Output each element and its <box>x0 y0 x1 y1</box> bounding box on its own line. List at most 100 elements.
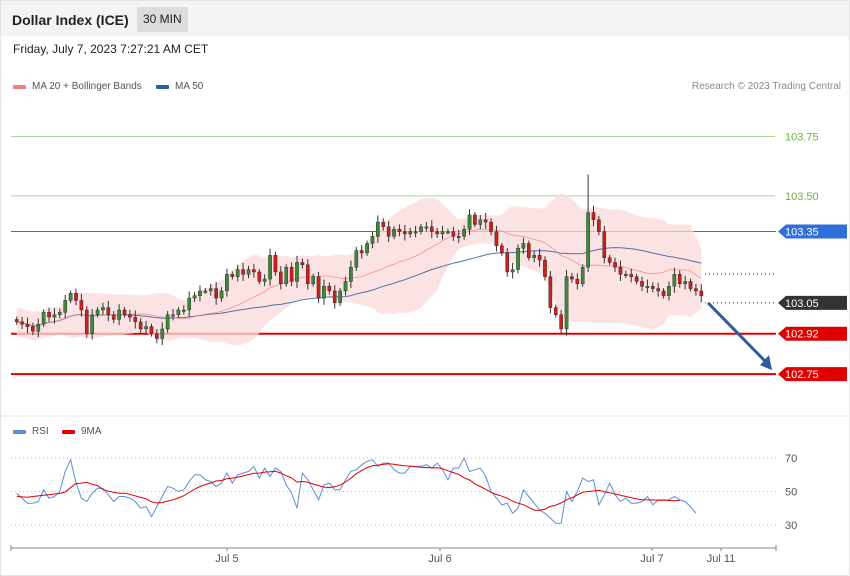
last-price-label: 103.05 <box>785 298 819 310</box>
candle-body <box>694 288 698 292</box>
candle-body <box>133 316 138 323</box>
candle-body <box>349 266 353 282</box>
candle-body <box>252 269 256 273</box>
candle-body <box>456 236 461 239</box>
candle-body <box>386 226 391 237</box>
support-level-label: 102.92 <box>785 329 819 341</box>
candle-body <box>397 228 402 232</box>
timeframe-badge[interactable]: 30 MIN <box>137 7 188 32</box>
candle-body <box>300 262 305 266</box>
candle-body <box>111 314 116 320</box>
candle-body <box>47 312 51 318</box>
candle-body <box>510 269 515 273</box>
ma9-swatch <box>62 429 75 434</box>
candle-body <box>505 252 510 273</box>
rsi-line <box>16 456 697 524</box>
candle-body <box>305 264 310 285</box>
candle-body <box>25 324 30 327</box>
candle-body <box>327 286 332 292</box>
rsi-tick-label: 70 <box>785 453 797 465</box>
candle-body <box>241 269 245 275</box>
candle-body <box>171 314 175 317</box>
rsi-tick-label: 50 <box>785 487 797 499</box>
candle-body <box>543 259 547 277</box>
candle-body <box>494 231 499 247</box>
candle-body <box>516 247 520 270</box>
candle-body <box>36 324 41 332</box>
candle-body <box>84 309 89 334</box>
time-axis-label: Jul 7 <box>640 553 663 565</box>
candle-body <box>429 226 434 232</box>
time-axis-label: Jul 11 <box>707 553 736 565</box>
candle-body <box>537 255 542 261</box>
rsi-swatch <box>13 429 26 434</box>
candle-body <box>149 326 154 334</box>
candle-body <box>219 290 224 299</box>
candle-body <box>52 314 57 318</box>
ma9-legend-label: 9MA <box>81 426 102 437</box>
candle-body <box>478 219 483 225</box>
candle-body <box>526 243 531 258</box>
candle-body <box>316 276 321 299</box>
ma50-swatch <box>156 84 169 89</box>
support-level-label: 102.75 <box>785 369 819 381</box>
candle-body <box>203 290 208 293</box>
candle-body <box>68 293 73 301</box>
candle-body <box>661 290 666 296</box>
candle-body <box>645 286 650 288</box>
time-axis-label: Jul 6 <box>428 553 451 565</box>
support-level-tag <box>778 326 847 341</box>
candle-body <box>117 309 121 320</box>
candle-body <box>79 300 84 311</box>
candle-body <box>548 276 553 308</box>
candle-body <box>424 226 429 229</box>
candle-body <box>155 333 159 339</box>
legend-rsi: RSI <box>13 426 49 437</box>
ma20-swatch <box>13 84 26 89</box>
candle-body <box>370 236 375 244</box>
candle-body <box>575 278 580 285</box>
candle-body <box>564 276 569 330</box>
candle-body <box>63 300 68 313</box>
candle-body <box>295 262 299 282</box>
candle-body <box>284 266 289 285</box>
candle-body <box>489 221 493 232</box>
forecast-arrow-head <box>760 355 772 371</box>
candle-body <box>95 309 100 315</box>
candle-body <box>198 290 202 296</box>
candle-body <box>403 231 407 235</box>
candle-body <box>602 231 607 258</box>
candle-body <box>354 250 359 268</box>
candle-body <box>187 297 192 311</box>
candle-body <box>322 286 326 299</box>
candle-body <box>408 231 413 235</box>
legend-ma20: MA 20 + Bollinger Bands <box>13 81 142 92</box>
instrument-title: Dollar Index (ICE) <box>12 12 129 28</box>
candle-body <box>440 231 445 235</box>
header-bar: Dollar Index (ICE) 30 MIN <box>1 1 849 36</box>
candle-body <box>160 328 165 339</box>
ma50-legend-label: MA 50 <box>175 81 204 92</box>
candle-body <box>532 255 537 258</box>
support-level-tag <box>778 367 847 382</box>
candle-body <box>613 262 617 268</box>
candle-body <box>235 269 240 277</box>
candle-body <box>208 288 213 292</box>
candle-body <box>106 307 111 315</box>
candle-body <box>570 276 574 280</box>
candle-body <box>165 314 170 330</box>
candle-body <box>359 250 364 254</box>
rsi-legend-label: RSI <box>32 426 49 437</box>
time-axis-label: Jul 5 <box>215 553 238 565</box>
candle-body <box>650 286 655 289</box>
target-level-label: 103.50 <box>785 191 819 203</box>
candle-body <box>618 266 623 275</box>
timestamp: Friday, July 7, 2023 7:27:21 AM CET <box>13 42 209 56</box>
candle-body <box>343 281 348 292</box>
candle-body <box>629 274 634 277</box>
candle-body <box>500 245 504 254</box>
forecast-arrow-shaft <box>706 301 769 365</box>
candle-body <box>230 274 235 277</box>
rsi-9ma-line <box>16 463 680 511</box>
